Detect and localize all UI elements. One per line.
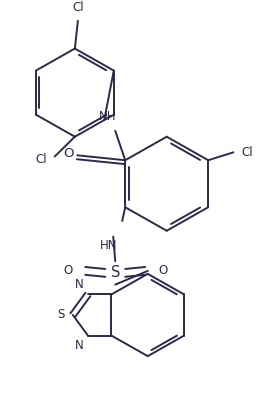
Text: Cl: Cl	[35, 153, 47, 166]
Text: N: N	[75, 279, 84, 291]
Text: N: N	[75, 339, 84, 351]
Text: NH: NH	[99, 110, 116, 123]
Text: Cl: Cl	[72, 1, 84, 14]
Text: Cl: Cl	[241, 146, 253, 159]
Text: O: O	[63, 147, 73, 160]
Text: HN: HN	[100, 239, 117, 252]
Text: S: S	[111, 266, 120, 280]
Text: O: O	[158, 264, 167, 277]
Text: O: O	[63, 264, 72, 277]
Text: S: S	[58, 309, 65, 321]
